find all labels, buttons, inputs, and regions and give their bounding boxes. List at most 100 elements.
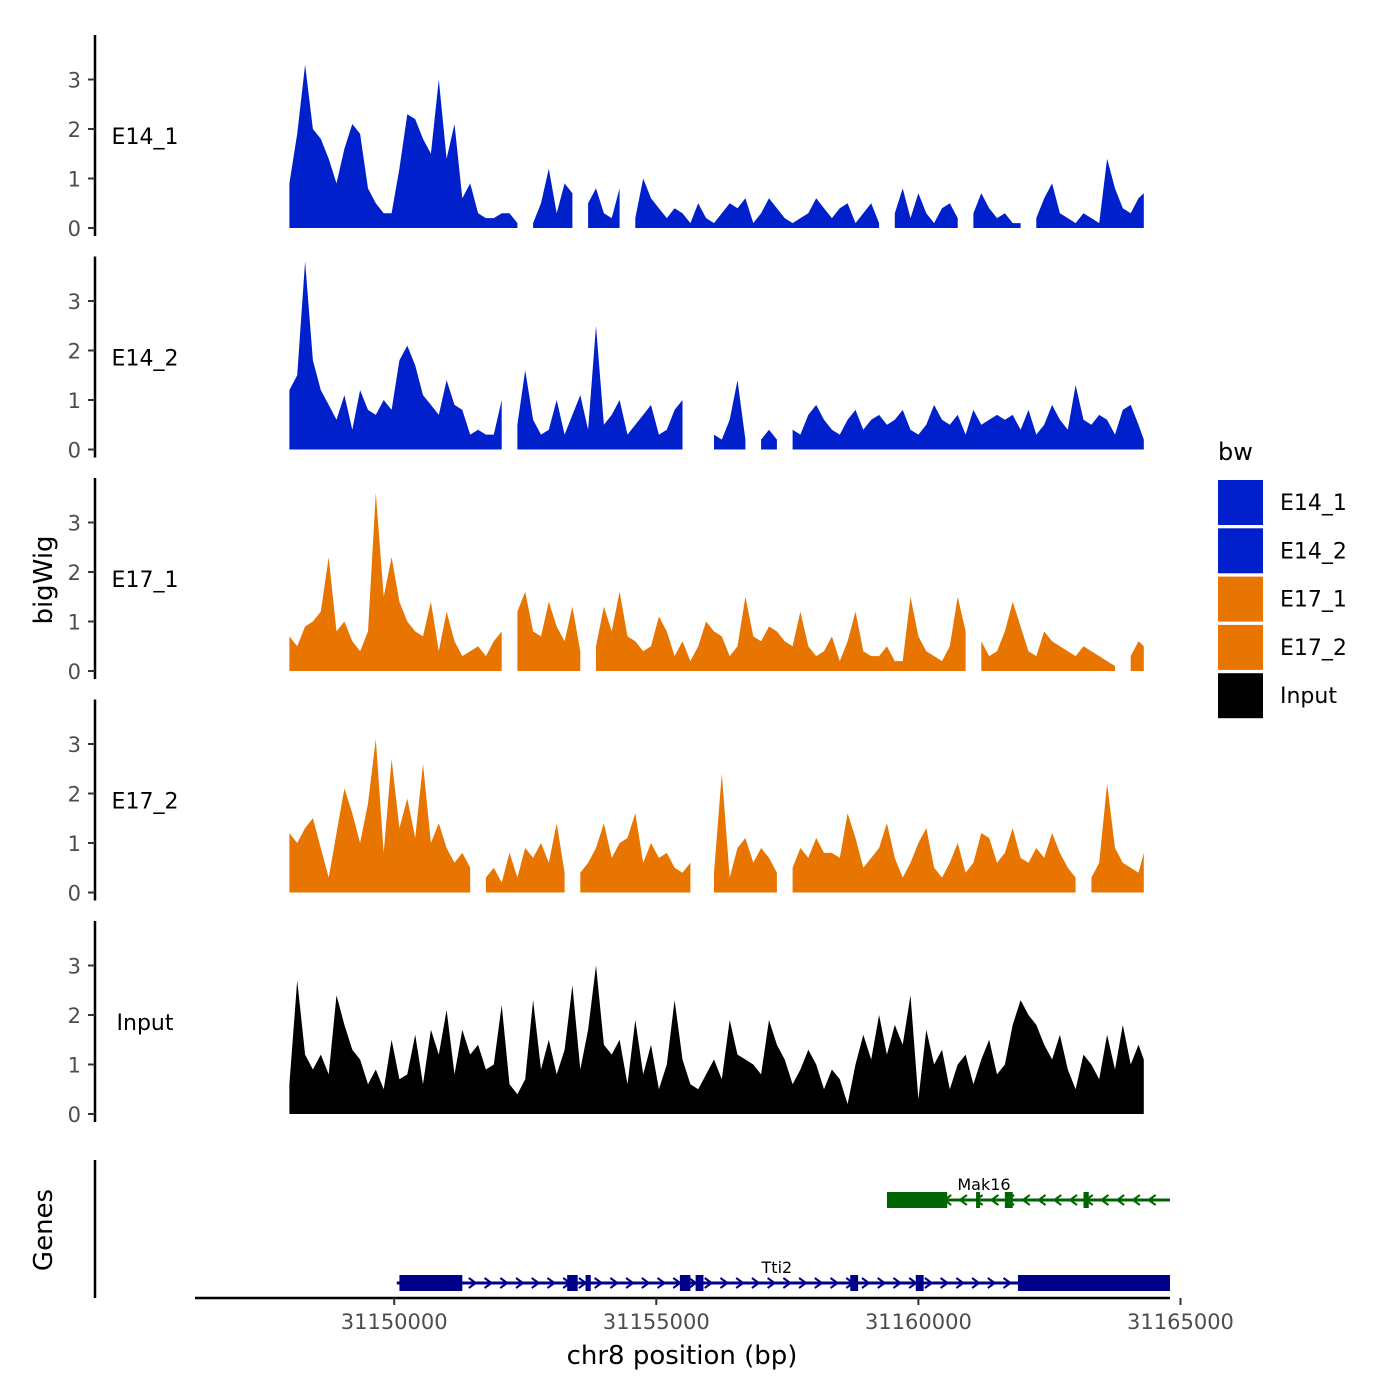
track-label: E17_2: [112, 790, 179, 815]
strand-arrow: [940, 1277, 950, 1289]
strand-arrow: [499, 1277, 509, 1289]
gene-label: Tti2: [761, 1258, 793, 1277]
track-label: E17_1: [112, 568, 179, 593]
y-tick-label: 3: [68, 955, 81, 979]
strand-arrow: [782, 1277, 793, 1289]
strand-arrow: [989, 1194, 999, 1206]
track-e14-1: 0 1 2 3 E14_1: [68, 34, 1144, 241]
legend-label: E14_2: [1280, 539, 1347, 564]
exon: [1017, 1275, 1170, 1291]
x-tick-label: 31165000: [1127, 1310, 1234, 1334]
signal-area: [714, 380, 746, 450]
strand-arrow: [625, 1277, 635, 1289]
strand-arrow: [656, 1277, 667, 1289]
strand-arrow: [594, 1277, 604, 1289]
track-e14-2: 0 1 2 3 E14_2: [68, 256, 1144, 463]
strand-arrow: [955, 1277, 966, 1289]
y-tick-label: 1: [68, 168, 81, 192]
strand-arrow: [767, 1277, 777, 1289]
legend-entry-e14-2: E14_2: [1218, 528, 1347, 574]
strand-arrow: [958, 1194, 968, 1206]
legend-entry-e14-1: E14_1: [1218, 480, 1347, 525]
strand-arrow: [971, 1277, 981, 1289]
x-tick-label: 31160000: [865, 1310, 972, 1334]
y-axis-label-genes: Genes: [29, 1189, 59, 1271]
strand-arrow: [814, 1277, 824, 1289]
exon: [886, 1192, 948, 1208]
strand-arrow: [1115, 1194, 1125, 1206]
strand-arrow: [483, 1277, 494, 1289]
strand-arrow: [735, 1277, 745, 1289]
y-tick-label: 0: [68, 882, 81, 906]
signal-area: [289, 965, 1144, 1114]
x-axis-label: chr8 position (bp): [567, 1341, 798, 1371]
legend-swatch: [1218, 624, 1263, 670]
strand-arrow: [924, 1277, 934, 1289]
signal-area: [289, 739, 471, 893]
legend-label: E17_2: [1280, 636, 1347, 661]
signal-area: [517, 325, 683, 450]
y-tick-label: 3: [68, 733, 81, 757]
signal-area: [981, 601, 1115, 671]
y-tick-label: 0: [68, 1103, 81, 1127]
x-tick-label: 31155000: [603, 1310, 710, 1334]
strand-arrow: [641, 1277, 651, 1289]
exon: [1004, 1192, 1013, 1208]
signal-area: [761, 429, 777, 450]
strand-arrow: [987, 1277, 997, 1289]
legend-entry-e17-1: E17_1: [1218, 576, 1347, 622]
strand-arrow: [1099, 1194, 1110, 1206]
strand-arrow: [877, 1277, 887, 1289]
strand-arrow: [704, 1277, 714, 1289]
exon: [915, 1275, 924, 1291]
y-axis-label-bigwig: bigWig: [29, 535, 59, 624]
y-tick-label: 0: [68, 439, 81, 463]
track-e17-2: 0 1 2 3 E17_2: [68, 699, 1144, 906]
signal-area: [714, 773, 777, 893]
legend-title: bw: [1218, 438, 1253, 466]
strand-arrow: [546, 1277, 557, 1289]
signal-area: [485, 823, 565, 893]
exon: [399, 1275, 463, 1291]
signal-area: [289, 261, 502, 450]
strand-arrow: [751, 1277, 761, 1289]
signal-area: [588, 188, 620, 228]
strand-arrow: [531, 1277, 541, 1289]
legend-swatch: [1218, 480, 1263, 525]
strand-arrow: [1021, 1194, 1031, 1206]
signal-area: [973, 193, 1021, 228]
y-tick-label: 2: [68, 1004, 81, 1028]
strand-arrow: [1131, 1194, 1141, 1206]
strand-arrow: [468, 1277, 478, 1289]
gene-label: Mak16: [957, 1175, 1010, 1194]
legend-entry-input: Input: [1218, 673, 1337, 719]
signal-area: [580, 813, 691, 893]
gene-tti2: Tti2: [396, 1258, 1170, 1291]
track-e17-1: 0 1 2 3 E17_1: [68, 477, 1144, 684]
gene-track: Mak16 Tti2: [93, 1160, 1170, 1298]
strand-arrow: [892, 1277, 903, 1289]
strand-arrow: [861, 1277, 871, 1289]
legend-label: Input: [1280, 684, 1337, 709]
signal-area: [792, 813, 1076, 893]
strand-arrow: [829, 1277, 840, 1289]
strand-arrow: [798, 1277, 808, 1289]
exon: [567, 1275, 578, 1291]
strand-arrow: [1052, 1194, 1062, 1206]
signal-area: [533, 168, 573, 228]
exon: [679, 1275, 691, 1291]
legend-swatch: [1218, 576, 1263, 622]
strand-arrow: [719, 1277, 730, 1289]
y-tick-label: 1: [68, 832, 81, 856]
signal-area: [1036, 158, 1144, 228]
track-input: 0 1 2 3 Input: [68, 920, 1144, 1127]
y-tick-label: 2: [68, 118, 81, 142]
x-axis: 31150000 31155000 31160000 31165000: [195, 1296, 1234, 1334]
legend-label: E14_1: [1280, 491, 1347, 516]
strand-arrow: [1036, 1194, 1047, 1206]
exon: [585, 1275, 591, 1291]
signal-area: [894, 188, 958, 228]
signal-area: [289, 64, 518, 228]
legend-swatch: [1218, 673, 1263, 719]
track-label: E14_2: [112, 347, 179, 372]
